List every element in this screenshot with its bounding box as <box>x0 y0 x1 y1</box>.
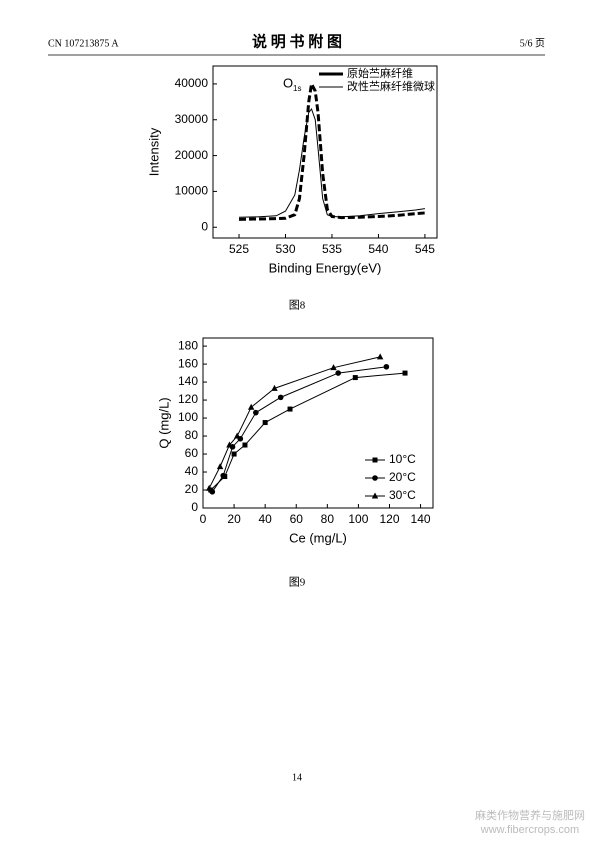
x-tick-label: 60 <box>290 512 304 526</box>
y-axis-label: Intensity <box>146 127 161 176</box>
legend-marker <box>371 492 379 499</box>
marker <box>226 441 233 448</box>
marker <box>231 451 237 457</box>
y-tick-label: 0 <box>191 500 198 514</box>
y-tick-label: 140 <box>178 374 198 388</box>
y-tick-label: 80 <box>185 428 199 442</box>
y-tick-label: 180 <box>178 338 198 352</box>
watermark: 麻类作物营养与施肥网 <box>475 808 585 822</box>
marker <box>271 384 278 391</box>
marker <box>247 403 255 410</box>
marker <box>287 406 293 412</box>
x-tick-label: 540 <box>368 242 388 256</box>
y-tick-label: 0 <box>201 219 208 233</box>
x-tick-label: 530 <box>275 242 295 256</box>
y-tick-label: 30000 <box>175 112 209 126</box>
marker <box>220 472 227 479</box>
doc-number: CN 107213875 A <box>48 38 119 49</box>
series-line <box>239 107 425 218</box>
series-line <box>211 366 387 493</box>
legend-label: 30°C <box>389 488 416 502</box>
y-tick-label: 40000 <box>175 76 209 90</box>
x-tick-label: 535 <box>322 242 342 256</box>
annotation: O <box>283 75 293 90</box>
marker <box>335 370 342 376</box>
y-tick-label: 20000 <box>175 148 209 162</box>
series-line <box>208 356 381 489</box>
marker <box>352 375 358 381</box>
caption: 图8 <box>289 299 306 312</box>
legend-label: 原始苎麻纤维 <box>347 66 413 80</box>
page-number: 14 <box>292 772 302 783</box>
x-tick-label: 525 <box>229 242 249 256</box>
x-axis-label: Binding Energy(eV) <box>269 260 382 275</box>
x-tick-label: 40 <box>258 512 272 526</box>
watermark: www.fibercrops.com <box>480 824 579 836</box>
marker <box>262 420 268 426</box>
x-tick-label: 100 <box>348 512 368 526</box>
page-count: 5/6 页 <box>520 37 545 49</box>
legend-label: 改性苎麻纤维微球 <box>347 79 435 93</box>
marker <box>376 353 384 360</box>
y-tick-label: 120 <box>178 392 198 406</box>
legend-label: 20°C <box>389 470 416 484</box>
legend-label: 10°C <box>389 452 416 466</box>
marker <box>330 364 337 371</box>
marker <box>242 442 248 448</box>
legend-marker <box>372 475 378 481</box>
x-tick-label: 80 <box>321 512 335 526</box>
x-tick-label: 120 <box>379 512 399 526</box>
marker <box>277 394 284 401</box>
y-axis-label: Q (mg/L) <box>156 397 171 448</box>
x-tick-label: 140 <box>411 512 431 526</box>
plot-frame <box>202 337 434 509</box>
x-axis-label: Ce (mg/L) <box>289 530 347 545</box>
y-tick-label: 160 <box>178 356 198 370</box>
plot-frame <box>212 65 438 239</box>
marker <box>206 484 213 491</box>
marker <box>383 363 390 370</box>
series-line <box>210 372 406 491</box>
y-tick-label: 60 <box>185 446 199 460</box>
y-tick-label: 20 <box>185 482 199 496</box>
series-line <box>238 79 426 221</box>
marker <box>233 432 241 439</box>
marker <box>216 463 224 470</box>
y-tick-label: 100 <box>178 410 198 424</box>
y-tick-label: 10000 <box>175 184 209 198</box>
x-tick-label: 0 <box>200 512 207 526</box>
x-tick-label: 545 <box>415 242 435 256</box>
y-tick-label: 40 <box>185 464 199 478</box>
doc-title: 说 明 书 附 图 <box>252 32 342 50</box>
marker <box>253 409 259 416</box>
annotation-sub: 1s <box>293 84 301 93</box>
caption: 图9 <box>289 576 306 589</box>
marker <box>402 370 408 376</box>
legend-marker <box>372 457 378 463</box>
x-tick-label: 20 <box>227 512 241 526</box>
